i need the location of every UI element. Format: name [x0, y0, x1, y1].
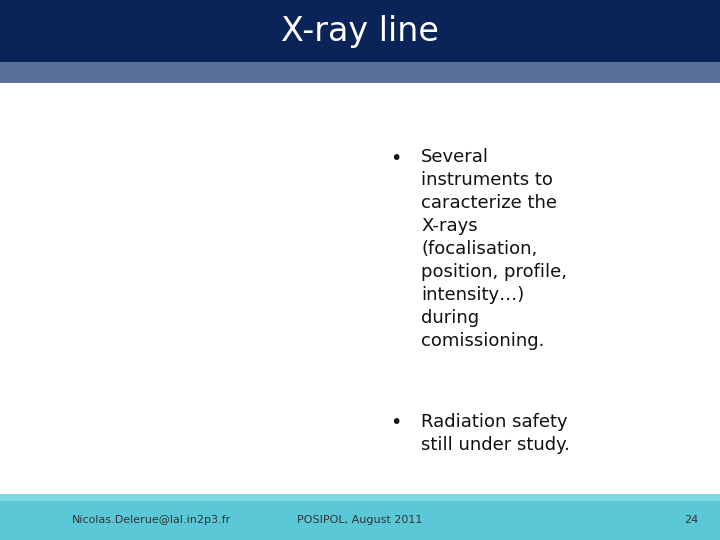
Text: X-ray line: X-ray line: [281, 15, 439, 48]
Text: Nicolas.Delerue@lal.in2p3.fr: Nicolas.Delerue@lal.in2p3.fr: [72, 515, 231, 525]
Bar: [0, 0, 720, 62]
Text: •: •: [390, 413, 402, 432]
Text: Radiation safety
still under study.: Radiation safety still under study.: [421, 413, 570, 454]
Bar: [0, 62, 720, 83]
Bar: [0, 501, 720, 540]
Text: POSIPOL, August 2011: POSIPOL, August 2011: [297, 515, 423, 525]
Bar: [0, 494, 720, 501]
Text: Several
instruments to
caracterize the
X-rays
(focalisation,
position, profile,
: Several instruments to caracterize the X…: [421, 148, 567, 350]
Text: 24: 24: [684, 515, 698, 525]
Text: •: •: [390, 148, 402, 167]
